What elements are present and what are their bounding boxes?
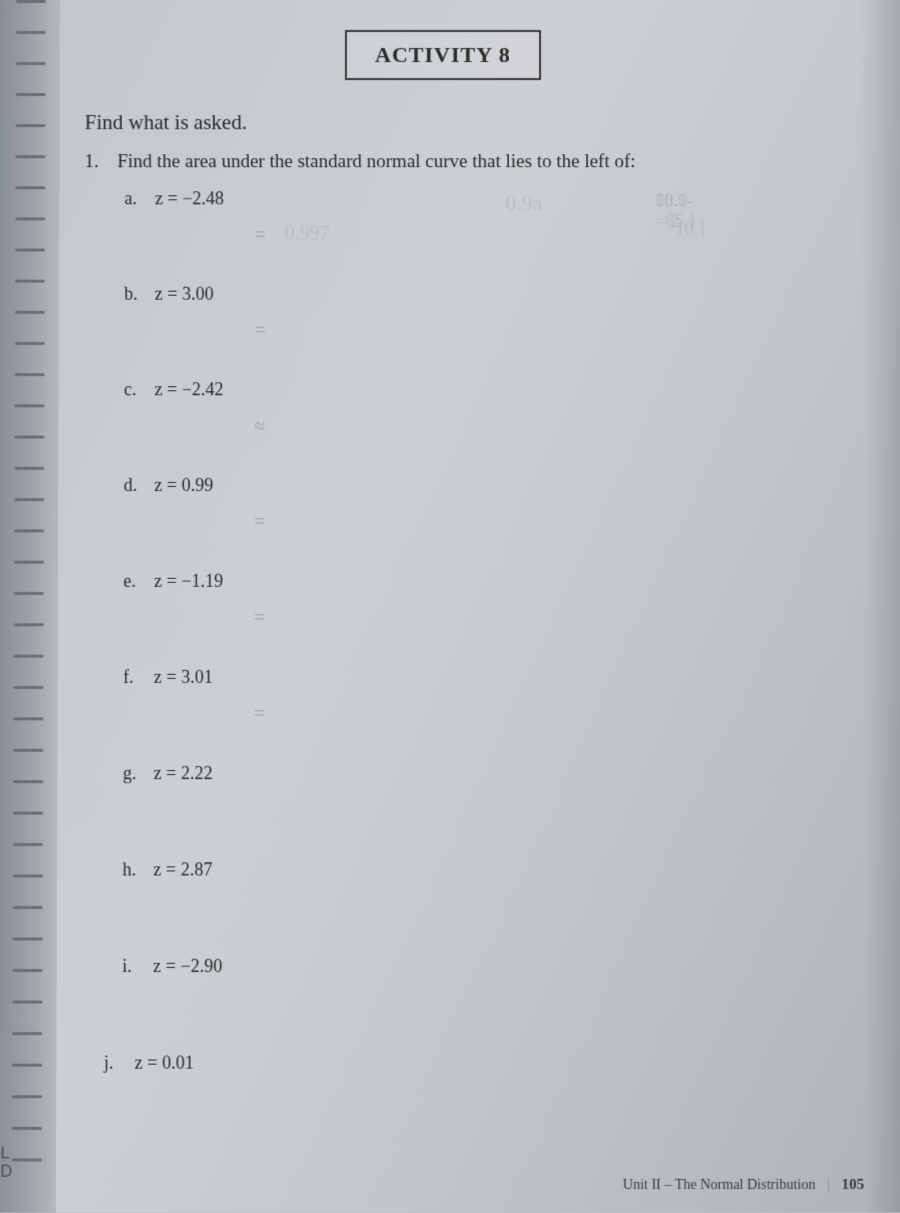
handwritten-equals: = (254, 511, 265, 534)
handwritten-equals: = (254, 607, 265, 630)
item-letter: f. (123, 667, 149, 688)
item-letter: j. (104, 1052, 130, 1073)
handwritten-equals: ≈ (254, 415, 265, 438)
tab-letter-top: L (0, 1145, 12, 1163)
item-equation: z = 2.22 (153, 763, 212, 783)
item-letter: i. (122, 956, 148, 977)
item-equation: z = −2.90 (153, 956, 222, 976)
item-h: h. z = 2.87 0.997 10.1 (123, 859, 223, 880)
textbook-page: L D ACTIVITY 8 Find what is asked. 1. Fi… (0, 0, 900, 1213)
handwritten-equals: = (254, 320, 265, 343)
handwritten-equals: = (255, 224, 266, 247)
bleed-through-text: 0.997 (285, 222, 330, 245)
item-equation: z = 0.99 (154, 475, 213, 495)
section-heading: Find what is asked. (85, 110, 247, 135)
item-i: i. z = −2.90 (122, 956, 222, 977)
page-shadow (860, 0, 900, 1213)
activity-title: ACTIVITY 8 (375, 42, 511, 67)
item-letter: e. (123, 571, 149, 592)
question-1: 1. Find the area under the standard norm… (84, 148, 635, 177)
item-a: a. z = −2.48 = (124, 188, 224, 209)
item-equation: z = 0.01 (135, 1052, 194, 1072)
item-b: b. z = 3.00 = 08.0- (124, 284, 224, 305)
item-letter: d. (124, 475, 150, 496)
footer-unit: Unit II – The Normal Distribution (623, 1178, 816, 1193)
item-letter: g. (123, 763, 149, 784)
question-items: a. z = −2.48 = b. z = 3.00 = 08.0- c. z … (122, 188, 224, 1149)
item-d: d. z = 0.99 = 0.9a (124, 475, 224, 496)
question-number: 1. (84, 148, 112, 177)
binding-marks (24, 0, 36, 1213)
margin-tab: L D (0, 1145, 12, 1182)
item-letter: b. (124, 284, 150, 305)
item-equation: z = −2.48 (155, 188, 224, 208)
item-equation: z = −2.42 (154, 379, 223, 399)
bleed-through-text: 10.1 (675, 218, 707, 239)
spiral-binding (0, 0, 60, 1213)
item-c: c. z = −2.42 ≈ 10.1- = 2 (124, 379, 224, 400)
question-text: Find the area under the standard normal … (117, 151, 635, 172)
page-footer: Unit II – The Normal Distribution | 105 (623, 1177, 865, 1194)
item-f: f. z = 3.01 = 85.1 (123, 667, 223, 688)
item-letter: h. (123, 859, 149, 880)
item-equation: z = 3.00 (155, 284, 214, 304)
handwritten-equals: = (254, 703, 265, 726)
page-number: 105 (841, 1177, 864, 1193)
item-g: g. z = 2.22 (123, 763, 223, 784)
item-e: e. z = −1.19 = (123, 571, 223, 592)
tab-letter-bottom: D (0, 1164, 12, 1182)
item-letter: c. (124, 379, 150, 400)
footer-divider: | (827, 1178, 830, 1193)
activity-title-box: ACTIVITY 8 (345, 30, 541, 80)
item-equation: z = 3.01 (154, 667, 213, 687)
item-letter: a. (124, 188, 150, 209)
item-equation: z = −1.19 (154, 571, 223, 591)
bleed-through-text: 0.9a (505, 190, 542, 216)
item-equation: z = 2.87 (153, 859, 212, 879)
item-j: j. z = 0.01 (104, 1052, 222, 1073)
